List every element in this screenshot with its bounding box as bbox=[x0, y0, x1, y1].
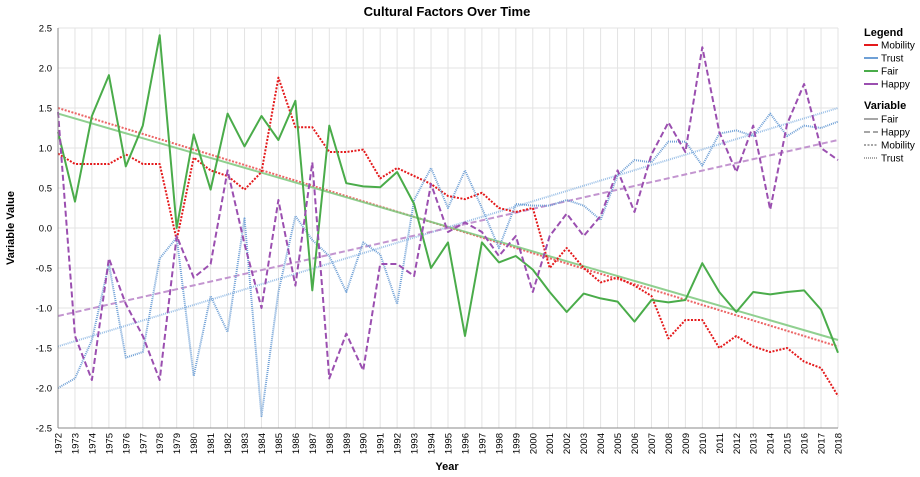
y-tick-label: -2.5 bbox=[36, 424, 52, 435]
x-tick-label: 2014 bbox=[766, 433, 777, 454]
series-line-happy bbox=[57, 46, 839, 381]
y-tick-label: -1.0 bbox=[36, 304, 52, 315]
x-tick-label: 1985 bbox=[274, 433, 285, 454]
x-tick-label: 2009 bbox=[681, 433, 692, 454]
y-tick-label: -1.5 bbox=[36, 344, 52, 355]
legend-label: Mobility bbox=[881, 41, 915, 52]
y-tick-label: 0.5 bbox=[39, 184, 52, 195]
x-tick-label: 1998 bbox=[494, 433, 505, 454]
variable-legend-label: Fair bbox=[881, 115, 899, 126]
x-tick-label: 1992 bbox=[393, 433, 404, 454]
trendline-layer bbox=[57, 107, 839, 348]
series-line-fair bbox=[57, 34, 839, 354]
legend-label: Trust bbox=[881, 54, 904, 65]
y-tick-label: -0.5 bbox=[36, 264, 52, 275]
x-tick-label: 1981 bbox=[206, 433, 217, 454]
x-tick-label: 1990 bbox=[359, 433, 370, 454]
axis-layer: 2.52.01.51.00.50.0-0.5-1.0-1.5-2.0-2.519… bbox=[36, 24, 845, 455]
x-tick-label: 2005 bbox=[613, 433, 624, 454]
x-tick-label: 1995 bbox=[444, 433, 455, 454]
x-tick-label: 1978 bbox=[155, 433, 166, 454]
chart-title: Cultural Factors Over Time bbox=[364, 4, 531, 19]
x-tick-label: 2003 bbox=[579, 433, 590, 454]
y-tick-label: 1.5 bbox=[39, 104, 52, 115]
x-tick-label: 1987 bbox=[308, 433, 319, 454]
trendline-fair bbox=[57, 112, 839, 341]
series-layer bbox=[57, 34, 839, 417]
x-tick-label: 1997 bbox=[477, 433, 488, 454]
x-tick-label: 1986 bbox=[291, 433, 302, 454]
y-axis-title: Variable Value bbox=[5, 191, 17, 265]
x-tick-label: 1974 bbox=[87, 433, 98, 454]
y-tick-label: 1.0 bbox=[39, 144, 52, 155]
x-tick-label: 1984 bbox=[257, 433, 268, 454]
x-tick-label: 2013 bbox=[749, 433, 760, 454]
x-tick-label: 1976 bbox=[121, 433, 132, 454]
variable-legend-label: Happy bbox=[881, 128, 910, 139]
x-tick-label: 2011 bbox=[715, 433, 726, 453]
x-tick-label: 2008 bbox=[664, 433, 675, 454]
x-tick-label: 1988 bbox=[325, 433, 336, 454]
legend-label: Fair bbox=[881, 67, 899, 78]
x-axis-title: Year bbox=[435, 461, 459, 473]
x-tick-label: 2006 bbox=[630, 433, 641, 454]
y-tick-label: 2.5 bbox=[39, 24, 52, 35]
legend-title: Legend bbox=[864, 27, 903, 39]
variable-legend-label: Trust bbox=[881, 154, 904, 165]
x-tick-label: 2015 bbox=[783, 433, 794, 454]
x-tick-label: 2017 bbox=[817, 433, 828, 454]
x-tick-label: 1991 bbox=[376, 433, 387, 454]
x-tick-label: 1983 bbox=[240, 433, 251, 454]
x-tick-label: 2010 bbox=[698, 433, 709, 454]
y-tick-label: -2.0 bbox=[36, 384, 52, 395]
x-tick-label: 1996 bbox=[460, 433, 471, 454]
x-tick-label: 1972 bbox=[54, 433, 65, 454]
trendline-happy bbox=[57, 139, 839, 317]
series-line-trust bbox=[57, 112, 839, 417]
x-tick-label: 1975 bbox=[104, 433, 115, 454]
x-tick-label: 2004 bbox=[596, 433, 607, 454]
x-tick-label: 1999 bbox=[511, 433, 522, 454]
variable-legend-label: Mobility bbox=[881, 141, 915, 152]
x-tick-label: 2000 bbox=[528, 433, 539, 454]
x-tick-label: 2001 bbox=[545, 433, 556, 454]
x-tick-label: 2016 bbox=[800, 433, 811, 454]
legend: Legend Mobility Trust Fair Happy Variable Fair… bbox=[864, 27, 915, 165]
x-tick-label: 2002 bbox=[562, 433, 573, 454]
x-tick-label: 1993 bbox=[410, 433, 421, 454]
y-tick-label: 0.0 bbox=[39, 224, 52, 235]
y-tick-label: 2.0 bbox=[39, 64, 52, 75]
x-tick-label: 2018 bbox=[834, 433, 845, 454]
x-tick-label: 2007 bbox=[647, 433, 658, 454]
x-tick-label: 1989 bbox=[342, 433, 353, 454]
variable-legend-title: Variable bbox=[864, 100, 906, 112]
x-tick-label: 2012 bbox=[732, 433, 743, 454]
x-tick-label: 1979 bbox=[172, 433, 183, 454]
x-tick-label: 1973 bbox=[70, 433, 81, 454]
series-line-mobility bbox=[57, 76, 839, 397]
x-tick-label: 1982 bbox=[223, 433, 234, 454]
x-tick-label: 1994 bbox=[427, 433, 438, 454]
x-tick-label: 1980 bbox=[189, 433, 200, 454]
x-tick-label: 1977 bbox=[138, 433, 149, 454]
legend-label: Happy bbox=[881, 80, 910, 91]
